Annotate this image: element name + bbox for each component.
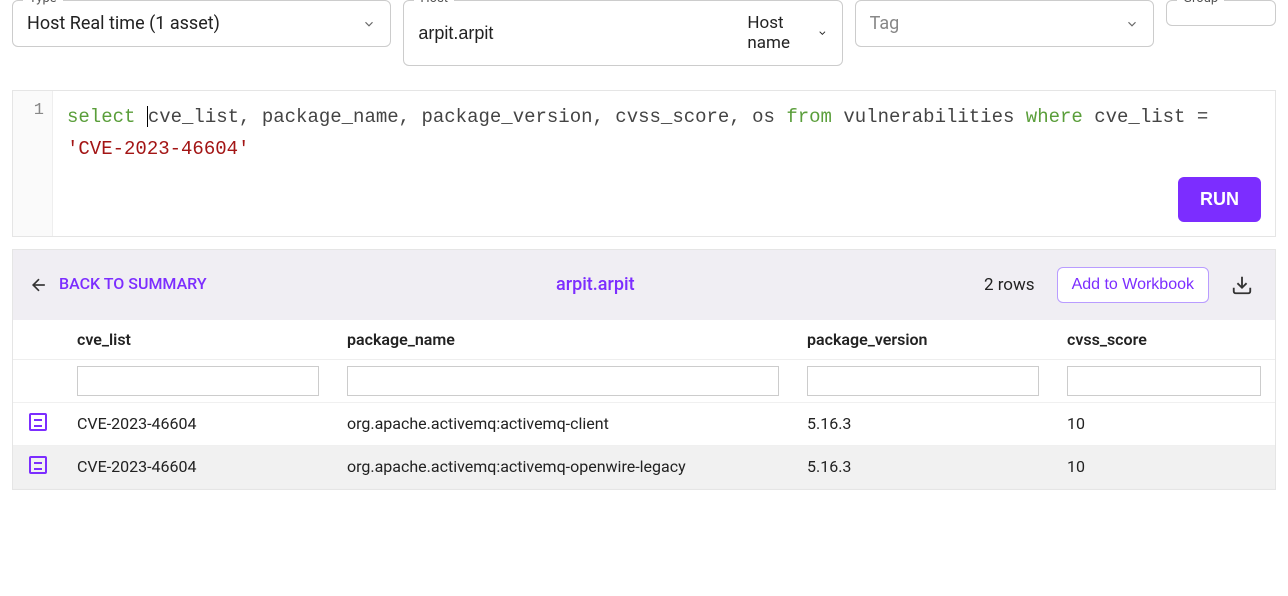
row-detail-icon-cell[interactable]: [13, 445, 63, 488]
table-row[interactable]: CVE-2023-46604org.apache.activemq:active…: [13, 402, 1275, 445]
editor-content[interactable]: select cve_list, package_name, package_v…: [53, 91, 1275, 236]
cell-cvss_score: 10: [1053, 445, 1275, 488]
row-icon-header: [13, 320, 63, 360]
cell-package_version: 5.16.3: [793, 402, 1053, 445]
host-mode-select[interactable]: Host name: [747, 13, 827, 53]
cell-cve_list: CVE-2023-46604: [63, 402, 333, 445]
host-field[interactable]: Host Host name: [403, 0, 842, 66]
sql-keyword: select: [67, 106, 135, 128]
host-input[interactable]: [418, 23, 737, 44]
line-number: 1: [13, 101, 44, 120]
column-header[interactable]: cvss_score: [1053, 320, 1275, 360]
filter-input-cve[interactable]: [77, 366, 319, 396]
tag-placeholder: Tag: [870, 13, 900, 34]
sql-editor[interactable]: 1 select cve_list, package_name, package…: [12, 90, 1276, 237]
table-header: cve_list package_name package_version cv…: [13, 320, 1275, 403]
row-count: 2 rows: [984, 275, 1035, 295]
tag-select[interactable]: Tag: [855, 0, 1155, 47]
sql-keyword: from: [786, 106, 832, 128]
cell-package_version: 5.16.3: [793, 445, 1053, 488]
column-header[interactable]: package_name: [333, 320, 793, 360]
arrow-left-icon: [29, 275, 49, 295]
cell-cve_list: CVE-2023-46604: [63, 445, 333, 488]
sql-columns: cve_list, package_name, package_version,…: [148, 106, 775, 128]
cell-cvss_score: 10: [1053, 402, 1275, 445]
type-label: Type: [23, 0, 63, 6]
cell-package_name: org.apache.activemq:activemq-openwire-le…: [333, 445, 793, 488]
detail-icon: [29, 456, 47, 474]
results-panel: BACK TO SUMMARY arpit.arpit 2 rows Add t…: [12, 249, 1276, 490]
filter-input-package[interactable]: [347, 366, 779, 396]
add-to-workbook-button[interactable]: Add to Workbook: [1057, 267, 1209, 303]
results-host-title: arpit.arpit: [223, 274, 968, 295]
column-header[interactable]: cve_list: [63, 320, 333, 360]
sql-cond: cve_list =: [1094, 106, 1208, 128]
host-mode-label: Host name: [747, 13, 811, 53]
column-header[interactable]: package_version: [793, 320, 1053, 360]
sql-keyword: where: [1026, 106, 1083, 128]
table-body: CVE-2023-46604org.apache.activemq:active…: [13, 402, 1275, 488]
group-label: Group: [1177, 0, 1224, 6]
detail-icon: [29, 413, 47, 431]
editor-gutter: 1: [13, 91, 53, 236]
back-label: BACK TO SUMMARY: [59, 273, 207, 295]
run-button[interactable]: RUN: [1178, 177, 1261, 222]
sql-table: vulnerabilities: [843, 106, 1014, 128]
download-icon[interactable]: [1225, 268, 1259, 302]
type-value: Host Real time (1 asset): [27, 13, 220, 34]
sql-string: 'CVE-2023-46604': [67, 138, 249, 160]
chevron-down-icon: [362, 17, 376, 31]
back-to-summary[interactable]: BACK TO SUMMARY: [29, 273, 207, 295]
filter-bar: Type Host Real time (1 asset) Host Host …: [0, 0, 1288, 78]
host-label: Host: [414, 0, 454, 6]
cell-package_name: org.apache.activemq:activemq-client: [333, 402, 793, 445]
group-select[interactable]: Group: [1166, 0, 1276, 26]
filter-input-version[interactable]: [807, 366, 1039, 396]
chevron-down-icon: [1125, 17, 1139, 31]
table-row[interactable]: CVE-2023-46604org.apache.activemq:active…: [13, 445, 1275, 488]
results-table: cve_list package_name package_version cv…: [13, 320, 1275, 489]
type-select[interactable]: Type Host Real time (1 asset): [12, 0, 391, 47]
filter-input-cvss[interactable]: [1067, 366, 1261, 396]
row-detail-icon-cell[interactable]: [13, 402, 63, 445]
filter-row: [13, 359, 1275, 402]
results-header: BACK TO SUMMARY arpit.arpit 2 rows Add t…: [13, 250, 1275, 320]
